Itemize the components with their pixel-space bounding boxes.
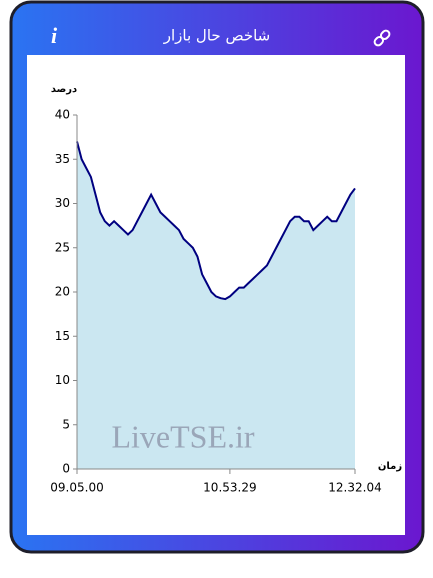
y-tick-label: 5	[62, 417, 70, 431]
info-button[interactable]: i	[51, 23, 58, 48]
title: شاخص حال بازار	[163, 27, 270, 45]
y-tick-label: 35	[55, 152, 70, 166]
link-button[interactable]	[373, 29, 391, 47]
x-tick-label: 10.53.29	[203, 481, 256, 495]
y-axis-label: درصد	[51, 84, 77, 95]
watermark: LiveTSE.ir	[111, 418, 254, 454]
x-tick-label: 12.32.04	[328, 481, 381, 495]
y-tick-label: 30	[55, 196, 70, 210]
y-tick-label: 25	[55, 240, 70, 254]
y-tick-label: 15	[55, 329, 70, 343]
area	[77, 141, 355, 470]
x-tick-label: 09.05.00	[50, 481, 103, 495]
y-tick-label: 10	[55, 373, 70, 387]
line	[76, 141, 356, 301]
y-tick-label: 40	[55, 108, 70, 122]
x-axis-label: زمان	[378, 461, 402, 472]
y-tick-label: 0	[62, 462, 70, 476]
y-tick-label: 20	[55, 285, 70, 299]
